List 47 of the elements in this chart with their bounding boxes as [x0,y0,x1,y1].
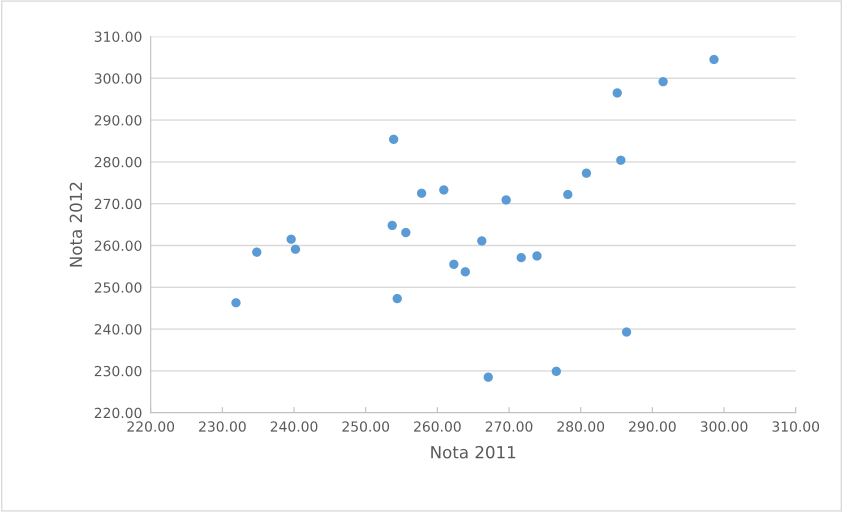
point [709,54,719,64]
x-axis-title: Nota 2011 [431,446,516,458]
x-tick-label: 270.00 [486,421,532,432]
point [388,220,397,230]
x-tick-label: 290.00 [629,421,676,432]
point [516,252,526,262]
point [392,294,402,304]
x-tick-label: 310.00 [772,421,820,432]
point [477,236,486,246]
point [286,234,296,244]
y-tick-label: 240.00 [94,324,142,335]
point [401,228,410,238]
y-tick-label: 310.00 [94,31,142,42]
y-axis-title: Nota 2012 [70,182,82,267]
point [484,372,493,382]
point [532,251,542,261]
point [252,248,262,257]
x-tick-label: 300.00 [700,421,748,432]
point [552,366,561,376]
y-tick-label: 260.00 [94,240,142,251]
point [439,185,448,195]
x-tick-label: 280.00 [557,421,604,432]
y-tick-label: 300.00 [94,73,142,84]
point [612,88,622,98]
point [460,267,470,276]
y-tick-label: 290.00 [94,115,142,126]
point [658,76,668,86]
point [231,298,241,308]
point [616,156,626,165]
point [563,190,572,200]
point [582,168,592,178]
y-tick-label: 270.00 [94,198,142,210]
x-tick-label: 250.00 [342,421,390,432]
x-tick-label: 240.00 [270,421,318,432]
y-tick-label: 220.00 [94,408,142,418]
x-tick-label: 220.00 [127,421,174,432]
y-tick-label: 280.00 [94,156,142,168]
point [622,327,632,337]
point [502,195,511,205]
y-tick-label: 230.00 [94,366,142,376]
point [290,244,300,254]
x-tick-label: 230.00 [199,421,246,432]
x-tick-label: 260.00 [414,421,461,432]
y-tick-label: 250.00 [94,282,142,293]
point [449,260,459,269]
point [388,134,398,144]
point [416,188,426,198]
